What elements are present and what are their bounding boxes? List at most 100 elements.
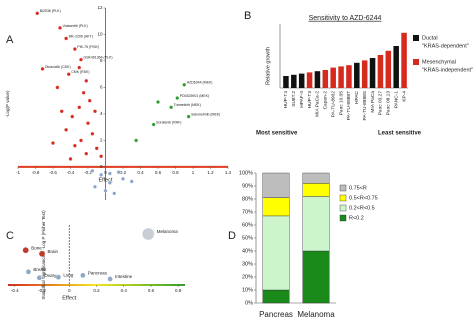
point [121, 176, 125, 181]
chart-title: Sensitivity to AZD-6244 [309, 15, 382, 22]
point [107, 171, 112, 176]
point [93, 184, 97, 189]
bar [338, 66, 344, 88]
y-tick-label: 40% [242, 248, 253, 254]
x-tick-label: SU8T.2 [291, 91, 297, 107]
x-tick-label: -0.2 [84, 170, 92, 175]
legend-swatch [413, 59, 419, 65]
point [40, 66, 45, 71]
legend-swatch [339, 204, 347, 212]
point [103, 188, 108, 193]
annotation: Most sensitive [256, 131, 298, 137]
point-label: Ovary [44, 273, 57, 278]
bar [401, 32, 407, 88]
point [66, 72, 71, 77]
point [77, 65, 82, 70]
point [116, 170, 121, 175]
bar-segment [302, 183, 330, 197]
x-tick-label: 1 [192, 170, 195, 175]
point-label: CMK (RSK) [71, 70, 89, 74]
y-tick-label: 0 [100, 164, 103, 169]
bar-segment [302, 196, 330, 252]
bar-segment [262, 172, 290, 198]
x-tick-label: 0.6 [155, 170, 162, 175]
point [36, 275, 42, 281]
point [151, 122, 156, 127]
x-tick-label: Capan-2 [323, 91, 329, 110]
x-tick-label: 0 [68, 288, 71, 293]
point [169, 105, 174, 110]
point [129, 179, 134, 184]
y-tick-label: 2 [100, 138, 103, 143]
point [84, 151, 89, 156]
point [134, 138, 139, 143]
point [80, 272, 86, 279]
y-axis-label: -Log(P value) [5, 90, 10, 117]
x-tick-label: 0.2 [120, 170, 127, 175]
x-tick-label: -1 [16, 170, 20, 175]
point [79, 57, 83, 62]
x-tick-label: -0.8 [32, 170, 40, 175]
point [84, 78, 89, 83]
x-tick-label: -0.6 [49, 170, 57, 175]
x-axis-label: Effect [62, 295, 76, 301]
bar-segment [262, 215, 290, 291]
y-tick-label: 60% [242, 222, 253, 228]
point [87, 98, 92, 103]
x-tick-label: KP-4 [401, 91, 407, 102]
y-tick-label: 70% [242, 209, 253, 215]
point [142, 227, 155, 241]
point-label: PIK-75 (PI3K) [77, 45, 99, 49]
point [64, 36, 69, 41]
point [55, 274, 62, 280]
x-tick-label: Panc 08.13 [386, 91, 392, 116]
x-tick-label: Melanoma [297, 310, 335, 319]
x-tick-label: PANC-1 [393, 91, 399, 109]
bar [393, 46, 399, 88]
bar [385, 50, 392, 88]
point-label: Intestine [115, 274, 133, 279]
x-tick-label: PA-TU-8988S [362, 91, 368, 121]
x-tick-label: 0 [104, 170, 107, 175]
y-tick-label: 10% [242, 287, 253, 293]
legend-label: R<0.2 [349, 215, 364, 221]
x-tick-label: 0.8 [175, 288, 182, 293]
x-tick-label: HPAC [354, 90, 360, 104]
x-tick-label: -0.4 [11, 288, 19, 293]
panel-letter: C [6, 230, 14, 242]
point [58, 25, 62, 30]
y-tick-label: 8 [100, 58, 103, 63]
point [186, 114, 191, 119]
point-label: Sorafenib (RAF) [156, 120, 181, 124]
x-tick-label: 0.8 [172, 170, 179, 175]
y-tick-label: 30% [242, 261, 253, 267]
legend-label: Mesenchymal [422, 59, 456, 65]
legend-sublabel: "KRAS-independent" [422, 67, 473, 73]
point [55, 85, 60, 90]
point [68, 157, 73, 161]
bar-segment [262, 289, 290, 304]
point [35, 11, 40, 16]
point-label: PD0325901 (MEK) [180, 94, 209, 98]
x-tick-label: 0.4 [121, 288, 128, 293]
panel-letter: D [228, 230, 236, 242]
point-label: GSK461364 (PLK) [84, 56, 113, 60]
y-tick-label: 50% [242, 235, 253, 241]
legend-swatch [339, 194, 347, 202]
point-label: BI2536 (PLK) [40, 9, 61, 13]
x-tick-label: HUP-T4 [283, 91, 289, 109]
point [59, 109, 64, 114]
point [93, 109, 97, 114]
y-tick-label: 20% [242, 274, 253, 280]
legend-label: 0.2<R<0.5 [349, 205, 375, 211]
point [70, 114, 75, 119]
bar [322, 70, 329, 88]
x-tick-label: 0.2 [93, 288, 100, 293]
x-tick-label: PA-TU-8902 [330, 91, 336, 118]
point [86, 121, 90, 126]
point-label: Pancreas [88, 271, 108, 276]
x-tick-label: MIA PaCa [370, 91, 376, 113]
x-tick-label: 0.6 [148, 288, 155, 293]
bar [306, 72, 313, 88]
